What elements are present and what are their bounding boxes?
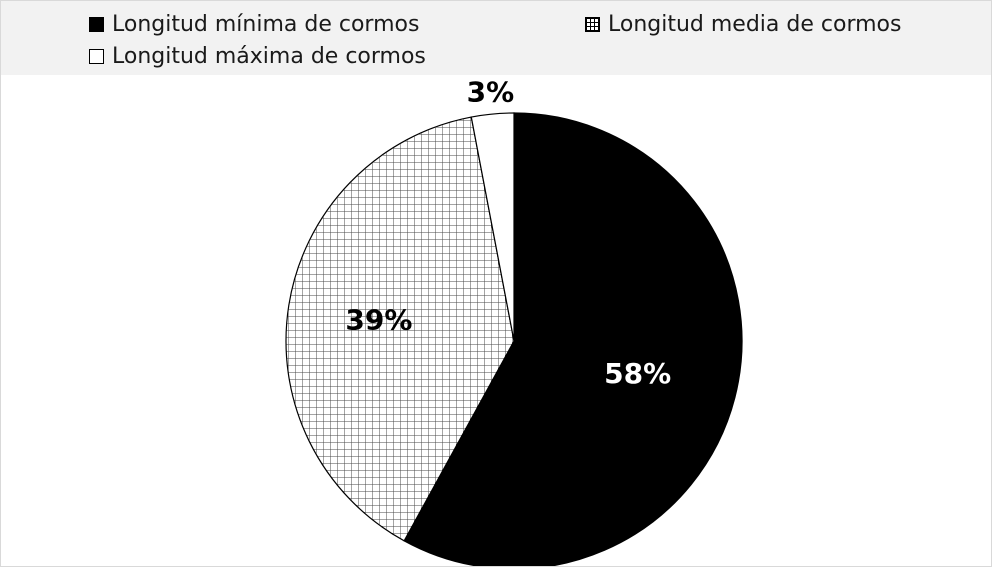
data-label-maxima: 3%	[467, 75, 515, 108]
legend-item-minima: Longitud mínima de cormos	[89, 12, 419, 37]
legend: Longitud mínima de cormos Longitud media…	[1, 1, 991, 75]
legend-swatch-black-icon	[89, 17, 104, 32]
legend-swatch-grid-icon	[585, 17, 600, 32]
slice-maxima	[470, 112, 515, 342]
legend-item-media: Longitud media de cormos	[585, 12, 901, 37]
legend-label-minima: Longitud mínima de cormos	[112, 12, 420, 37]
slice-media	[285, 116, 515, 542]
legend-item-maxima: Longitud máxima de cormos	[89, 44, 426, 69]
legend-label-maxima: Longitud máxima de cormos	[112, 44, 426, 69]
data-label-minima: 58%	[604, 357, 671, 390]
data-label-media: 39%	[345, 304, 412, 337]
slice-minima	[403, 112, 743, 566]
legend-label-media: Longitud media de cormos	[608, 12, 902, 37]
legend-swatch-white-icon	[89, 49, 104, 64]
